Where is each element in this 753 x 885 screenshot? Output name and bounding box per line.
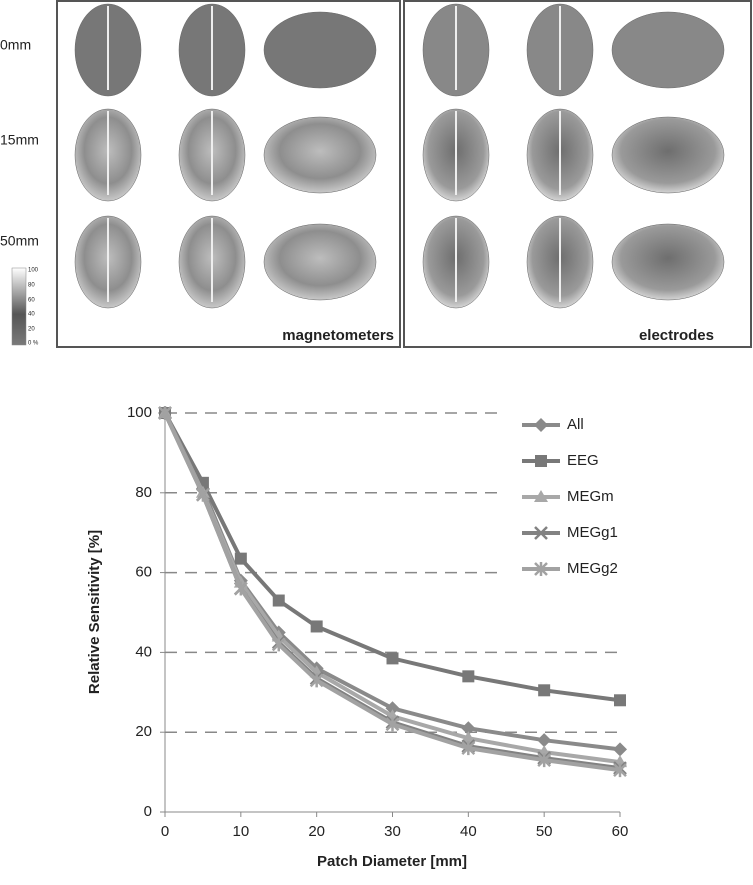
brain-image	[263, 11, 377, 89]
colorbar-label: 100	[28, 268, 39, 274]
colorbar-label: 0 %	[28, 341, 39, 347]
legend-label: EEG	[567, 452, 599, 469]
x-tick-label: 20	[308, 823, 325, 840]
brain-image	[263, 223, 377, 301]
legend-box	[505, 402, 640, 587]
colorbar-label: 20	[28, 327, 35, 333]
marker	[310, 620, 323, 633]
y-axis-label: Relative Sensitivity [%]	[86, 530, 103, 694]
brain-images	[74, 3, 725, 309]
y-tick-label: 100	[127, 404, 152, 421]
colorbar-label: 40	[28, 312, 35, 318]
marker	[309, 673, 324, 688]
brain-image	[611, 116, 725, 194]
marker	[271, 637, 286, 652]
marker	[385, 701, 400, 716]
row-label: 50mm	[0, 233, 39, 249]
brain-image	[263, 116, 377, 194]
legend-label: MEGg1	[567, 524, 618, 541]
x-tick-label: 40	[460, 823, 477, 840]
colorbar	[11, 267, 27, 346]
brain-image	[611, 223, 725, 301]
y-tick-label: 0	[144, 803, 152, 820]
marker	[385, 717, 400, 732]
marker	[538, 684, 551, 697]
row-label: 15mm	[0, 132, 39, 148]
x-tick-label: 10	[232, 823, 249, 840]
y-tick-label: 20	[135, 723, 152, 740]
marker	[613, 742, 627, 757]
x-tick-label: 60	[612, 823, 629, 840]
y-tick-label: 60	[135, 564, 152, 581]
marker	[461, 741, 476, 756]
colorbar-label: 80	[28, 283, 35, 289]
marker	[234, 552, 247, 565]
marker	[158, 406, 172, 420]
marker	[233, 581, 248, 596]
panel-label: magnetometers	[282, 327, 394, 344]
panel-frame	[403, 0, 752, 348]
marker	[614, 694, 626, 707]
x-tick-label: 50	[536, 823, 553, 840]
panel-frame	[56, 0, 401, 348]
legend-marker	[534, 418, 548, 432]
legend-marker	[534, 490, 548, 502]
marker	[613, 763, 627, 778]
marker	[461, 721, 476, 736]
legend-marker	[535, 455, 547, 467]
legend-label: MEGm	[567, 488, 614, 505]
marker	[386, 652, 399, 665]
marker	[196, 487, 210, 502]
marker	[537, 753, 552, 768]
legend-label: MEGg2	[567, 560, 618, 577]
marker	[462, 670, 475, 683]
colorbar-label: 60	[28, 298, 35, 304]
marker	[461, 731, 476, 744]
y-tick-label: 40	[135, 643, 152, 660]
marker	[537, 733, 552, 748]
x-tick-label: 30	[384, 823, 401, 840]
row-label: 0mm	[0, 37, 31, 53]
legend-marker	[534, 526, 548, 540]
brain-image	[611, 11, 725, 89]
panel-label: electrodes	[639, 327, 714, 344]
y-tick-label: 80	[135, 484, 152, 501]
x-tick-label: 0	[161, 823, 169, 840]
x-axis-label: Patch Diameter [mm]	[317, 853, 467, 870]
legend-marker	[534, 562, 548, 576]
legend-label: All	[567, 416, 584, 433]
marker	[272, 594, 285, 607]
